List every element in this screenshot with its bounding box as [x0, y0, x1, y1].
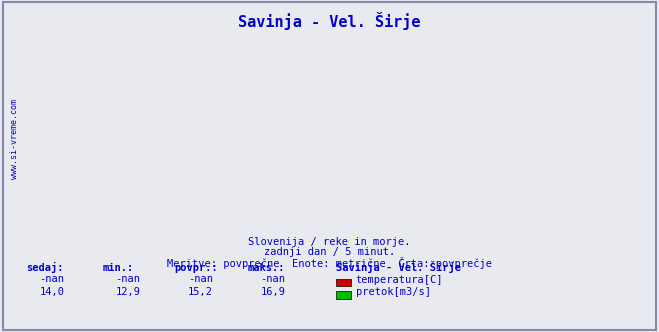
Text: 15,2: 15,2	[188, 288, 213, 297]
Text: Savinja - Vel. Širje: Savinja - Vel. Širje	[336, 261, 461, 273]
Text: min.:: min.:	[102, 263, 133, 273]
Text: -nan: -nan	[260, 274, 285, 284]
Text: povpr.:: povpr.:	[175, 263, 218, 273]
Text: 12,9: 12,9	[115, 288, 140, 297]
Text: sedaj:: sedaj:	[26, 262, 64, 273]
Text: zadnji dan / 5 minut.: zadnji dan / 5 minut.	[264, 247, 395, 257]
Text: Savinja - Vel. Širje: Savinja - Vel. Širje	[239, 12, 420, 30]
Text: maks.:: maks.:	[247, 263, 285, 273]
Text: Meritve: povprečne  Enote: metrične  Črta: povprečje: Meritve: povprečne Enote: metrične Črta:…	[167, 257, 492, 269]
Text: 16,9: 16,9	[260, 288, 285, 297]
Text: 14,0: 14,0	[40, 288, 65, 297]
Text: -nan: -nan	[40, 274, 65, 284]
Text: -nan: -nan	[115, 274, 140, 284]
Text: www.si-vreme.com: www.si-vreme.com	[10, 100, 19, 179]
Text: pretok[m3/s]: pretok[m3/s]	[356, 288, 431, 297]
Text: -nan: -nan	[188, 274, 213, 284]
Text: Slovenija / reke in morje.: Slovenija / reke in morje.	[248, 237, 411, 247]
Text: temperatura[C]: temperatura[C]	[356, 275, 444, 285]
